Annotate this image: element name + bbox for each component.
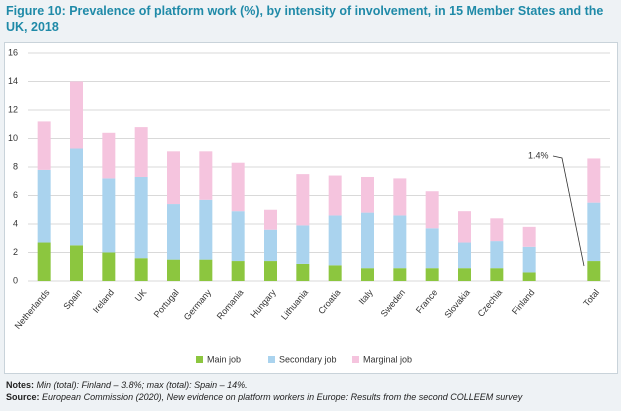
x-tick-label: UK	[133, 287, 149, 303]
bar-segment	[458, 211, 471, 243]
x-tick-label: France	[414, 287, 440, 315]
legend-swatch	[352, 356, 359, 363]
bar-segment	[296, 263, 310, 281]
bar-segment	[264, 261, 277, 281]
plot: 0 2 4 6 8 10 12 14 16 Netherlands Spain Ireland UK Po…	[8, 47, 610, 364]
y-tick-label: 0	[13, 275, 18, 285]
bar-segment	[361, 176, 374, 213]
bar-segment	[37, 121, 51, 170]
bar-segment	[296, 225, 310, 264]
bar-segment	[393, 268, 407, 281]
x-tick-label: Netherlands	[13, 287, 52, 331]
bar-segment	[522, 272, 536, 281]
x-tick-label: Germany	[182, 287, 214, 322]
source-text: European Commission (2020), New evidence…	[42, 392, 523, 402]
x-tick-label: Sweden	[379, 287, 408, 318]
x-tick-label: Spain	[61, 287, 83, 311]
annotation: 1.4%	[528, 150, 549, 160]
bar-segment	[102, 132, 116, 179]
y-tick-label: 12	[8, 104, 18, 114]
bar-segment	[587, 158, 601, 203]
x-tick-label: Slovakia	[442, 287, 472, 319]
bar-segment	[522, 226, 536, 247]
bar-segment	[70, 81, 83, 149]
x-tick-label: Czechia	[476, 287, 505, 318]
bar-segment	[425, 268, 439, 281]
bar-segment	[231, 162, 245, 212]
bar-segment	[490, 218, 504, 242]
legend-label: Marginal job	[363, 354, 412, 364]
notes-text: Min (total): Finland – 3.8%; max (total)…	[36, 380, 248, 390]
bar-segment	[134, 258, 148, 281]
bar-segment	[490, 268, 504, 281]
y-tick-label: 6	[13, 190, 18, 200]
x-tick-label: Italy	[357, 287, 376, 306]
bar-segment	[328, 215, 342, 266]
bar-segment	[264, 209, 277, 230]
annotation-arrow	[552, 155, 585, 267]
y-tick-label: 16	[8, 47, 18, 57]
legend-swatch	[268, 356, 275, 363]
bar-segment	[167, 259, 180, 281]
legend-label: Main job	[207, 354, 241, 364]
notes-label: Notes:	[6, 380, 35, 390]
bar-segment	[70, 245, 83, 281]
bar-segment	[328, 265, 342, 281]
bar-segment	[199, 151, 213, 200]
bar-segment	[361, 212, 374, 269]
x-tick-label: Romania	[215, 287, 246, 321]
bar-segment	[425, 228, 439, 269]
bar-segment	[328, 175, 342, 216]
bar-segment	[361, 268, 374, 281]
bar-segment	[37, 169, 51, 243]
bar-segment	[296, 174, 310, 226]
bar-segment	[393, 215, 407, 269]
x-tick-label: Hungary	[248, 287, 278, 320]
x-tick-label: Portugal	[152, 287, 181, 319]
bar-segment	[231, 261, 245, 281]
bar-segment	[37, 242, 51, 281]
bar-segment	[102, 252, 116, 281]
bar-segment	[490, 241, 504, 269]
bar-segment	[425, 191, 439, 229]
bar-segment	[587, 261, 601, 281]
y-tick-label: 4	[13, 218, 18, 228]
bar-segment	[70, 148, 83, 246]
bar-segment	[458, 242, 471, 269]
y-tick-label: 14	[8, 76, 18, 86]
x-tick-label: Ireland	[91, 287, 116, 315]
y-tick-label: 10	[8, 133, 18, 143]
y-tick-label: 8	[13, 161, 18, 171]
x-tick-label: Lithuania	[279, 287, 310, 321]
bar-segment	[231, 211, 245, 262]
bar-segment	[522, 246, 536, 273]
source: Source: European Commission (2020), New …	[6, 391, 522, 403]
bar-segment	[134, 176, 148, 259]
y-tick-label: 2	[13, 247, 18, 257]
bar-segment	[167, 151, 180, 205]
bar-segment	[264, 229, 277, 262]
bar-segment	[199, 199, 213, 260]
bar-segment	[167, 204, 180, 260]
footnotes: Notes: Min (total): Finland – 3.8%; max …	[6, 379, 522, 403]
bar-segment	[393, 178, 407, 216]
legend-label: Secondary job	[279, 354, 337, 364]
chart-title: Figure 10: Prevalence of platform work (…	[6, 4, 604, 34]
x-tick-label: Finland	[510, 287, 537, 316]
bar-segment	[102, 178, 116, 253]
bar-segment	[199, 259, 213, 281]
source-label: Source:	[6, 392, 40, 402]
bar-segment	[587, 202, 601, 262]
x-tick-label: Total	[581, 287, 601, 308]
bar-segment	[134, 127, 148, 177]
x-tick-label: Croatia	[316, 287, 342, 316]
bar-segment	[458, 268, 471, 281]
notes: Notes: Min (total): Finland – 3.8%; max …	[6, 379, 522, 391]
legend-swatch	[196, 356, 203, 363]
